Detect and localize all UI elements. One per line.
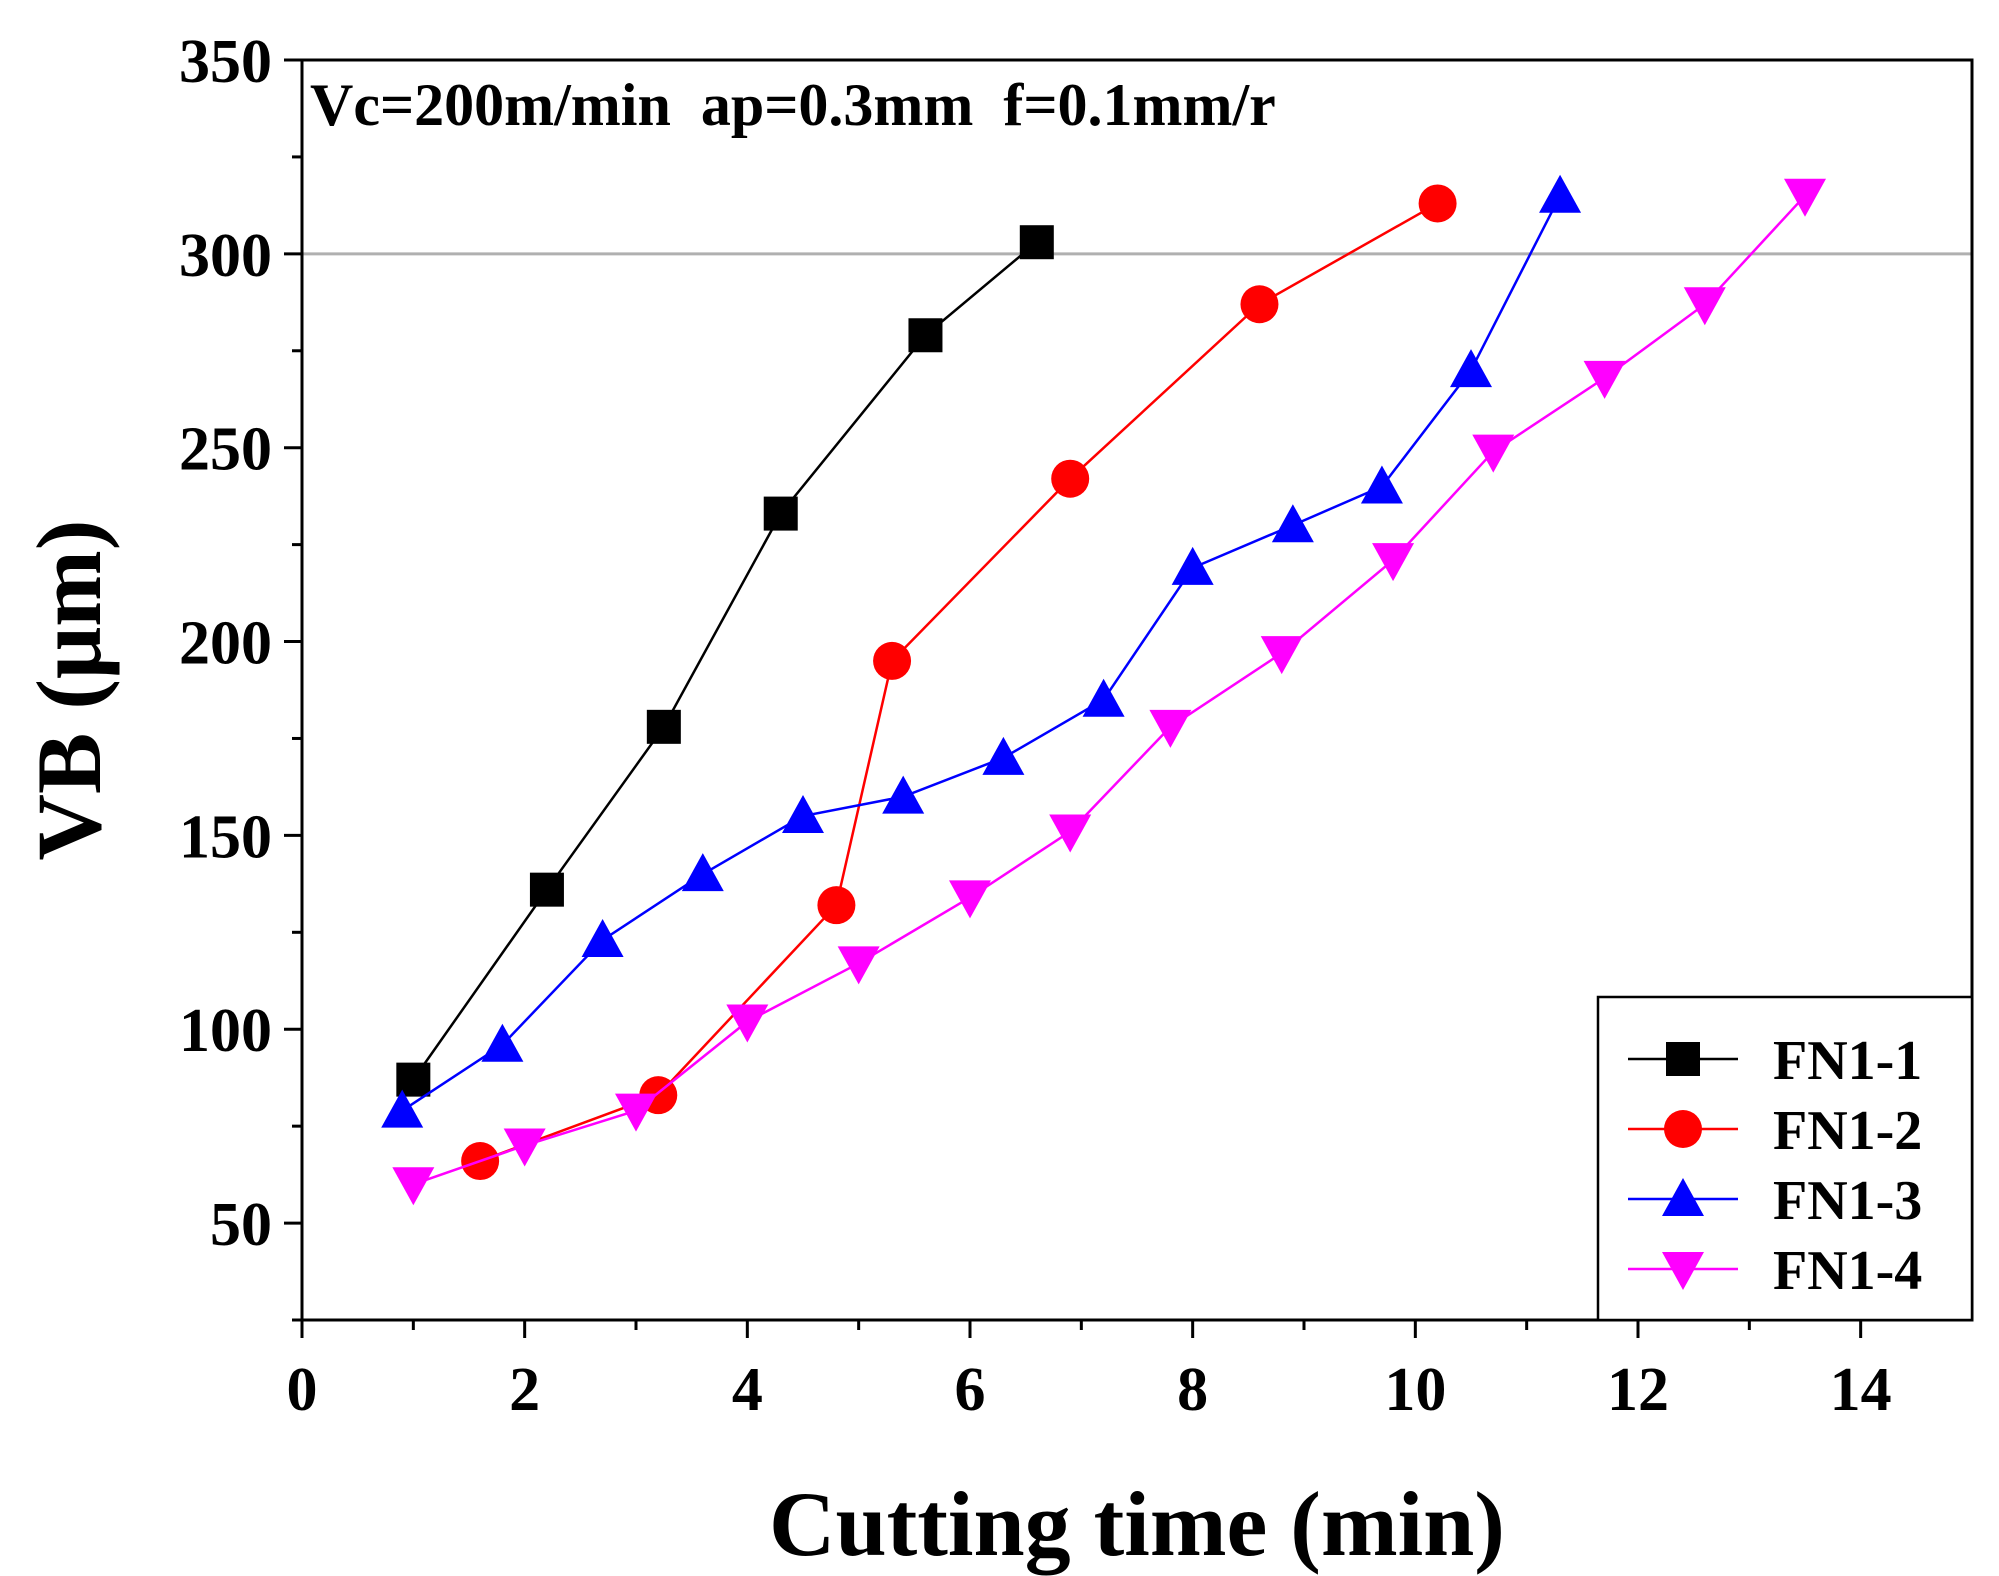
data-point-FN1-4 xyxy=(726,1004,769,1043)
data-point-FN1-4 xyxy=(1583,360,1626,399)
x-tick-label: 12 xyxy=(1607,1356,1669,1424)
data-point-FN1-1 xyxy=(908,318,943,353)
data-point-FN1-4 xyxy=(1683,287,1726,326)
x-tick-label: 4 xyxy=(732,1356,763,1424)
plot-frame xyxy=(300,58,1974,1322)
data-point-FN1-1 xyxy=(646,709,681,744)
y-tick-label: 350 xyxy=(179,28,272,96)
legend: FN1-1 FN1-2 FN1-3 FN1-4 xyxy=(1596,995,1974,1322)
data-point-FN1-3 xyxy=(1271,504,1314,543)
condition-annotation: Vc=200m/min ap=0.3mm f=0.1mm/r xyxy=(310,72,1276,138)
series-FN1-3 xyxy=(381,174,1582,1128)
x-tick-label: 14 xyxy=(1830,1356,1892,1424)
axis-ticks: 0 2 4 6 8 10 12 14 50 100 150 200 250 300 350 xyxy=(179,28,1892,1424)
data-point-FN1-3 xyxy=(982,736,1025,775)
y-tick-label: 250 xyxy=(179,416,272,484)
data-point-FN1-3 xyxy=(1082,678,1125,717)
data-point-FN1-4 xyxy=(1784,178,1826,217)
data-point-FN1-3 xyxy=(1360,465,1403,504)
data-point-FN1-4 xyxy=(1149,709,1192,748)
series-FN1-1 xyxy=(396,225,1054,1097)
data-point-FN1-1 xyxy=(763,496,798,531)
data-point-FN1-4 xyxy=(615,1093,657,1132)
x-tick-label: 6 xyxy=(955,1356,986,1424)
legend-marker-FN1-4 xyxy=(1662,1252,1704,1290)
x-tick-label: 8 xyxy=(1177,1356,1208,1424)
series-FN1-4 xyxy=(392,178,1826,1206)
legend-label: FN1-4 xyxy=(1773,1240,1922,1302)
data-point-FN1-2 xyxy=(873,641,912,680)
data-point-FN1-3 xyxy=(782,795,824,833)
data-point-FN1-1 xyxy=(1019,225,1054,260)
legend-label: FN1-2 xyxy=(1773,1100,1922,1162)
y-tick-label: 50 xyxy=(210,1191,272,1259)
data-point-FN1-4 xyxy=(392,1167,435,1206)
data-point-FN1-3 xyxy=(1450,349,1492,388)
data-point-FN1-2 xyxy=(817,886,856,925)
data-point-FN1-3 xyxy=(1539,174,1582,213)
series-line-FN1-1 xyxy=(412,241,1038,1081)
data-point-FN1-4 xyxy=(837,946,880,985)
data-point-FN1-4 xyxy=(1372,543,1415,582)
x-tick-label: 2 xyxy=(509,1356,540,1424)
data-point-FN1-2 xyxy=(1418,184,1457,223)
y-axis-label: VB (μm) xyxy=(18,520,120,861)
y-tick-label: 150 xyxy=(179,803,272,871)
data-point-FN1-1 xyxy=(529,872,564,907)
data-point-FN1-3 xyxy=(1171,546,1214,585)
x-tick-label: 10 xyxy=(1384,1356,1446,1424)
data-point-FN1-4 xyxy=(1049,814,1092,853)
data-point-FN1-3 xyxy=(481,1023,524,1062)
data-point-FN1-2 xyxy=(1051,459,1090,498)
data-point-FN1-4 xyxy=(1472,434,1515,473)
x-axis-label: Cutting time (min) xyxy=(769,1473,1505,1575)
series-layer xyxy=(381,174,1826,1206)
data-point-FN1-3 xyxy=(381,1089,424,1128)
data-point-FN1-4 xyxy=(949,880,991,919)
data-point-FN1-2 xyxy=(1240,285,1279,324)
y-tick-label: 300 xyxy=(179,222,272,290)
series-FN1-2 xyxy=(461,184,1457,1181)
y-tick-label: 100 xyxy=(179,997,272,1065)
legend-label: FN1-1 xyxy=(1773,1030,1922,1092)
y-tick-label: 200 xyxy=(179,610,272,678)
x-tick-label: 0 xyxy=(287,1356,318,1424)
data-point-FN1-3 xyxy=(581,919,624,958)
legend-box xyxy=(1596,995,1974,1322)
legend-marker-FN1-1 xyxy=(1666,1042,1700,1076)
legend-label: FN1-3 xyxy=(1773,1170,1922,1232)
legend-marker-FN1-3 xyxy=(1662,1178,1704,1216)
data-point-FN1-3 xyxy=(681,853,724,892)
data-point-FN1-4 xyxy=(503,1128,546,1167)
data-point-FN1-3 xyxy=(882,775,925,814)
data-point-FN1-4 xyxy=(1260,636,1303,675)
legend-marker-FN1-2 xyxy=(1664,1110,1702,1148)
